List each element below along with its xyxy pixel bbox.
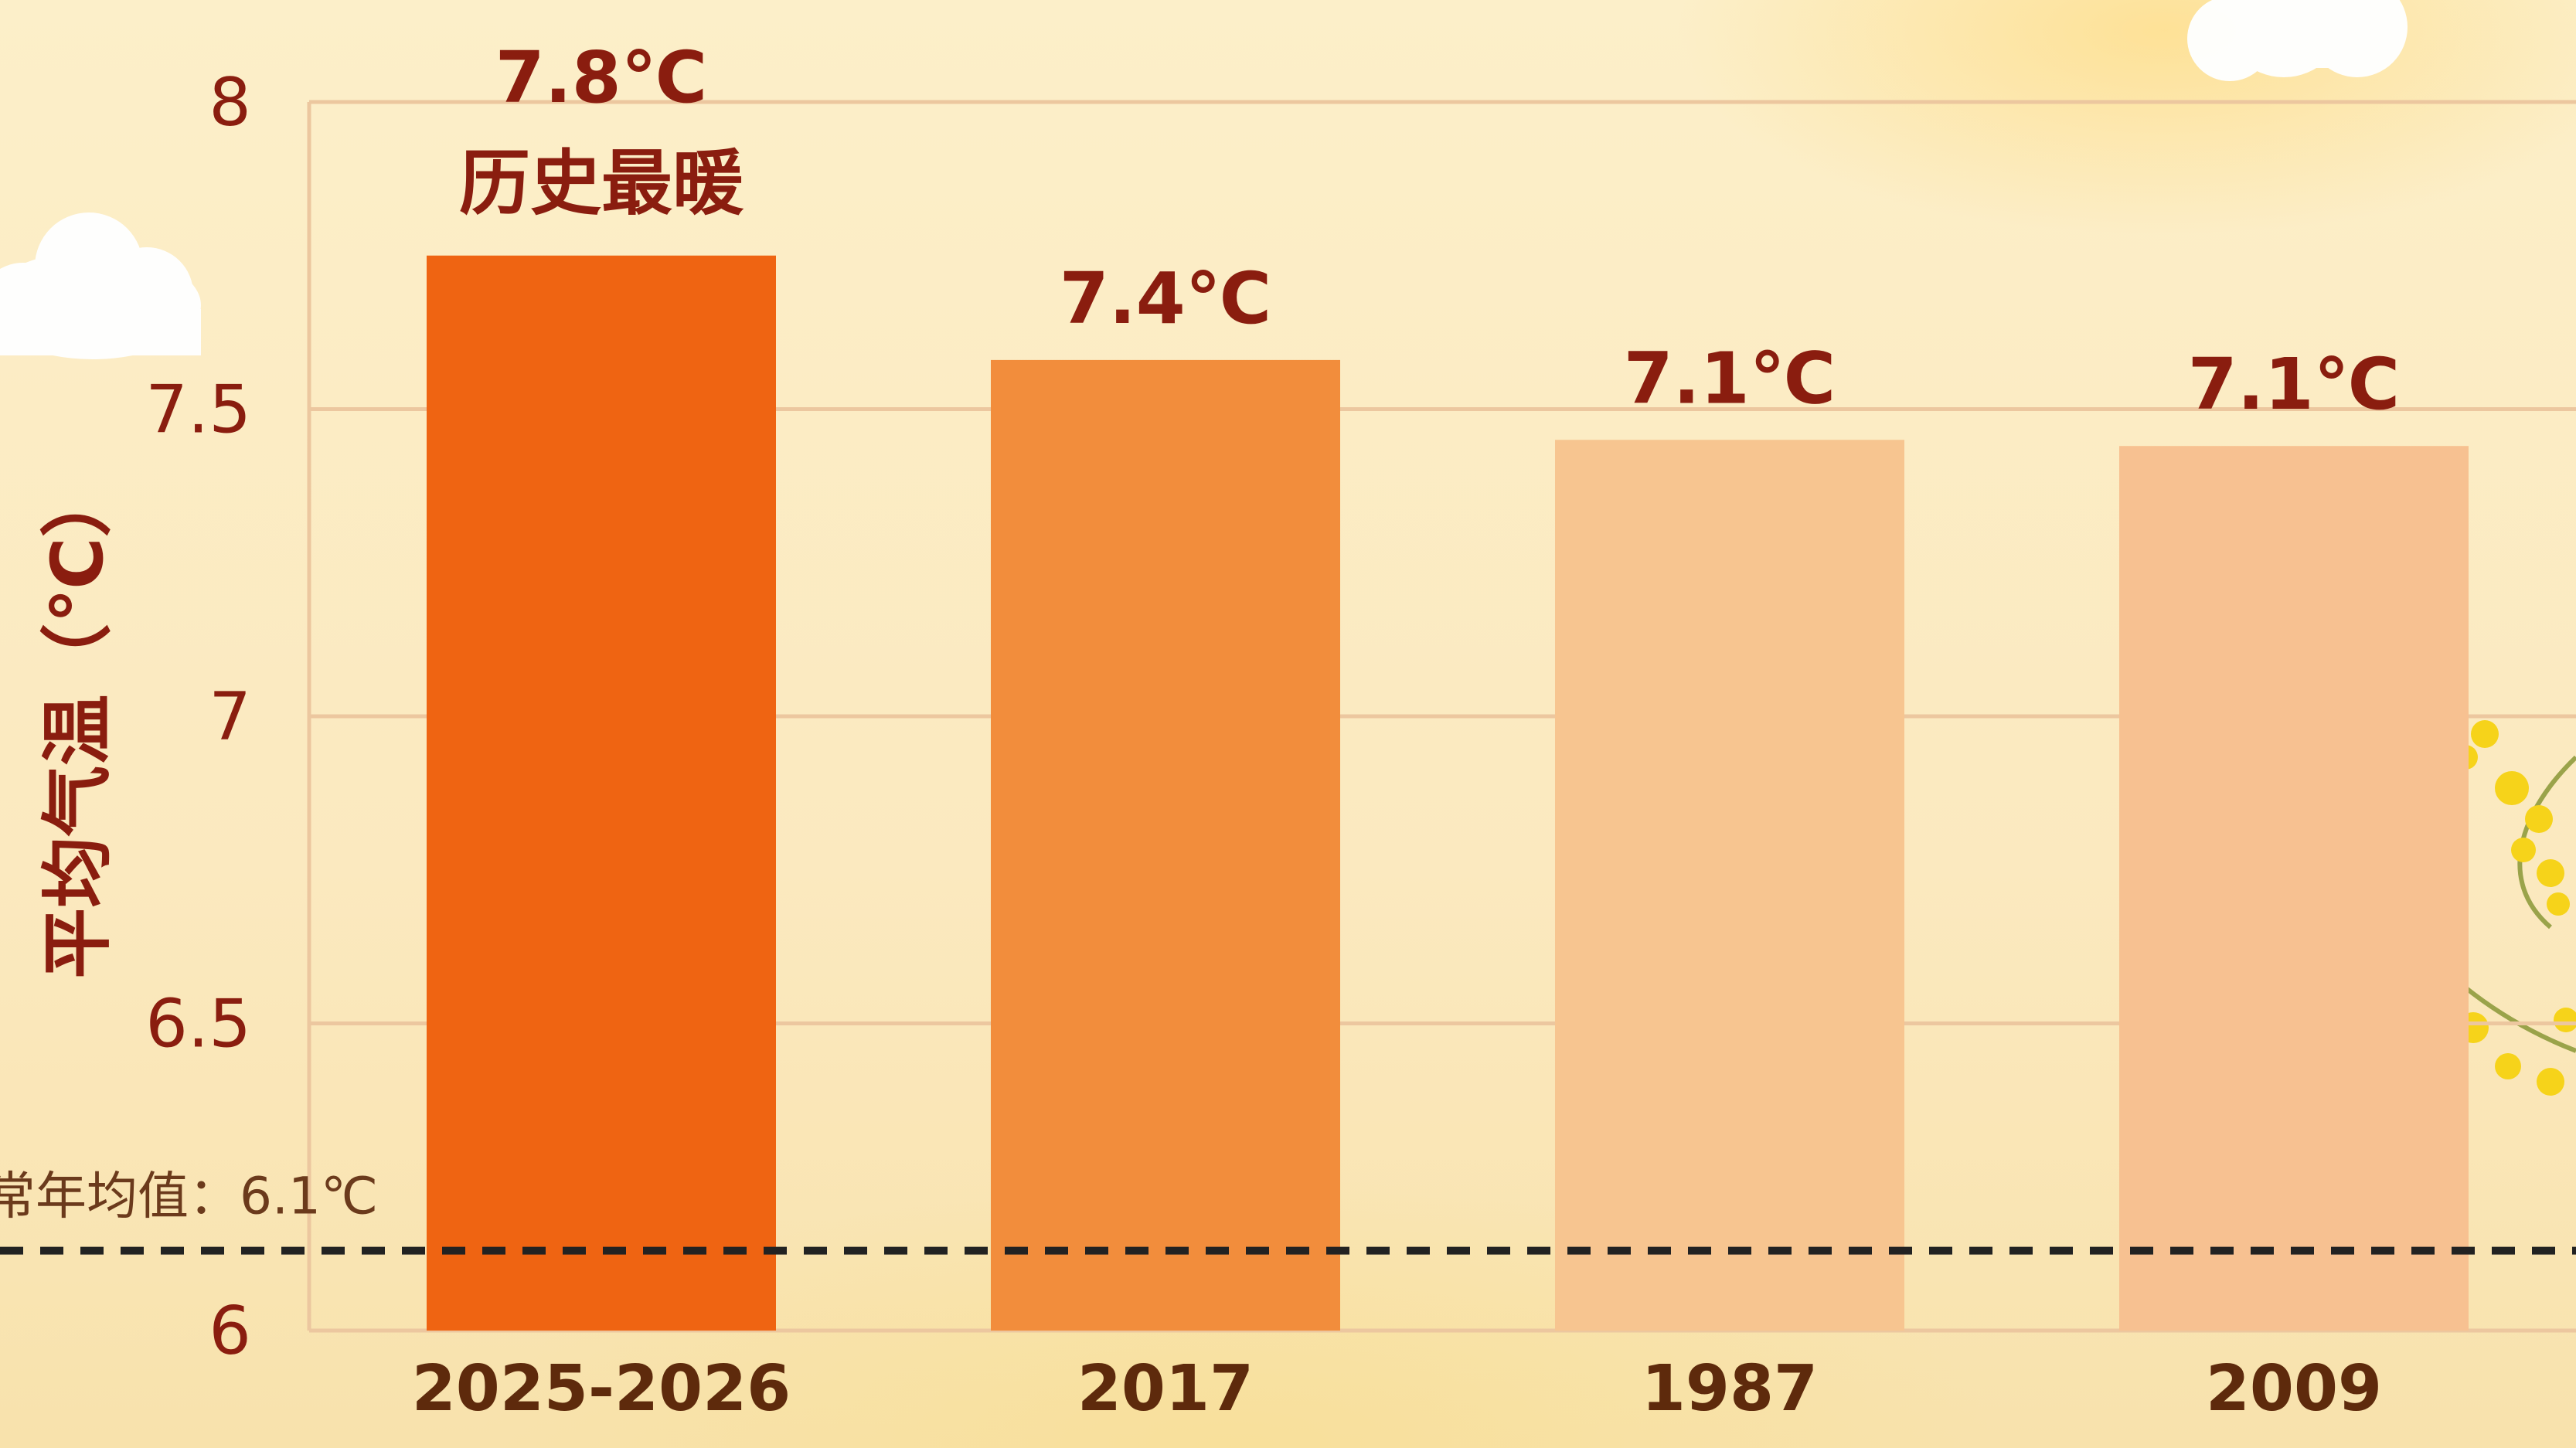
cloud-icon	[0, 212, 201, 359]
bar	[2119, 446, 2469, 1331]
x-tick-label: 2009	[2206, 1352, 2382, 1426]
annotation-label: 历史最暖	[459, 142, 744, 225]
y-tick-label: 7	[209, 678, 251, 756]
x-tick-label: 1987	[1642, 1352, 1818, 1426]
cloud-icon	[2187, 0, 2408, 81]
y-tick-label: 6	[209, 1293, 251, 1370]
bar	[991, 359, 1340, 1331]
data-label: 7.1℃	[2188, 343, 2400, 426]
data-label: 7.1℃	[1624, 337, 1836, 420]
x-tick-label: 2025-2026	[412, 1352, 791, 1426]
data-label: 7.8℃	[495, 36, 707, 119]
y-axis-title: 平均气温（℃）	[36, 466, 119, 978]
bar	[427, 255, 776, 1331]
bars-layer	[0, 255, 2576, 1331]
y-tick-label: 8	[209, 64, 251, 141]
y-tick-label: 7.5	[145, 372, 251, 449]
labels-layer: 6 6.5 7 7.5 8 2025-2026 7.8℃ 历史最暖 2017 7.4℃ 1987 7.…	[0, 36, 2400, 1426]
x-tick-label: 2017	[1077, 1352, 1254, 1426]
y-tick-label: 6.5	[145, 986, 251, 1063]
reference-line-label: 常年均值：6.1℃	[0, 1167, 378, 1226]
data-label: 7.4℃	[1060, 257, 1271, 340]
bar	[1555, 440, 1904, 1331]
